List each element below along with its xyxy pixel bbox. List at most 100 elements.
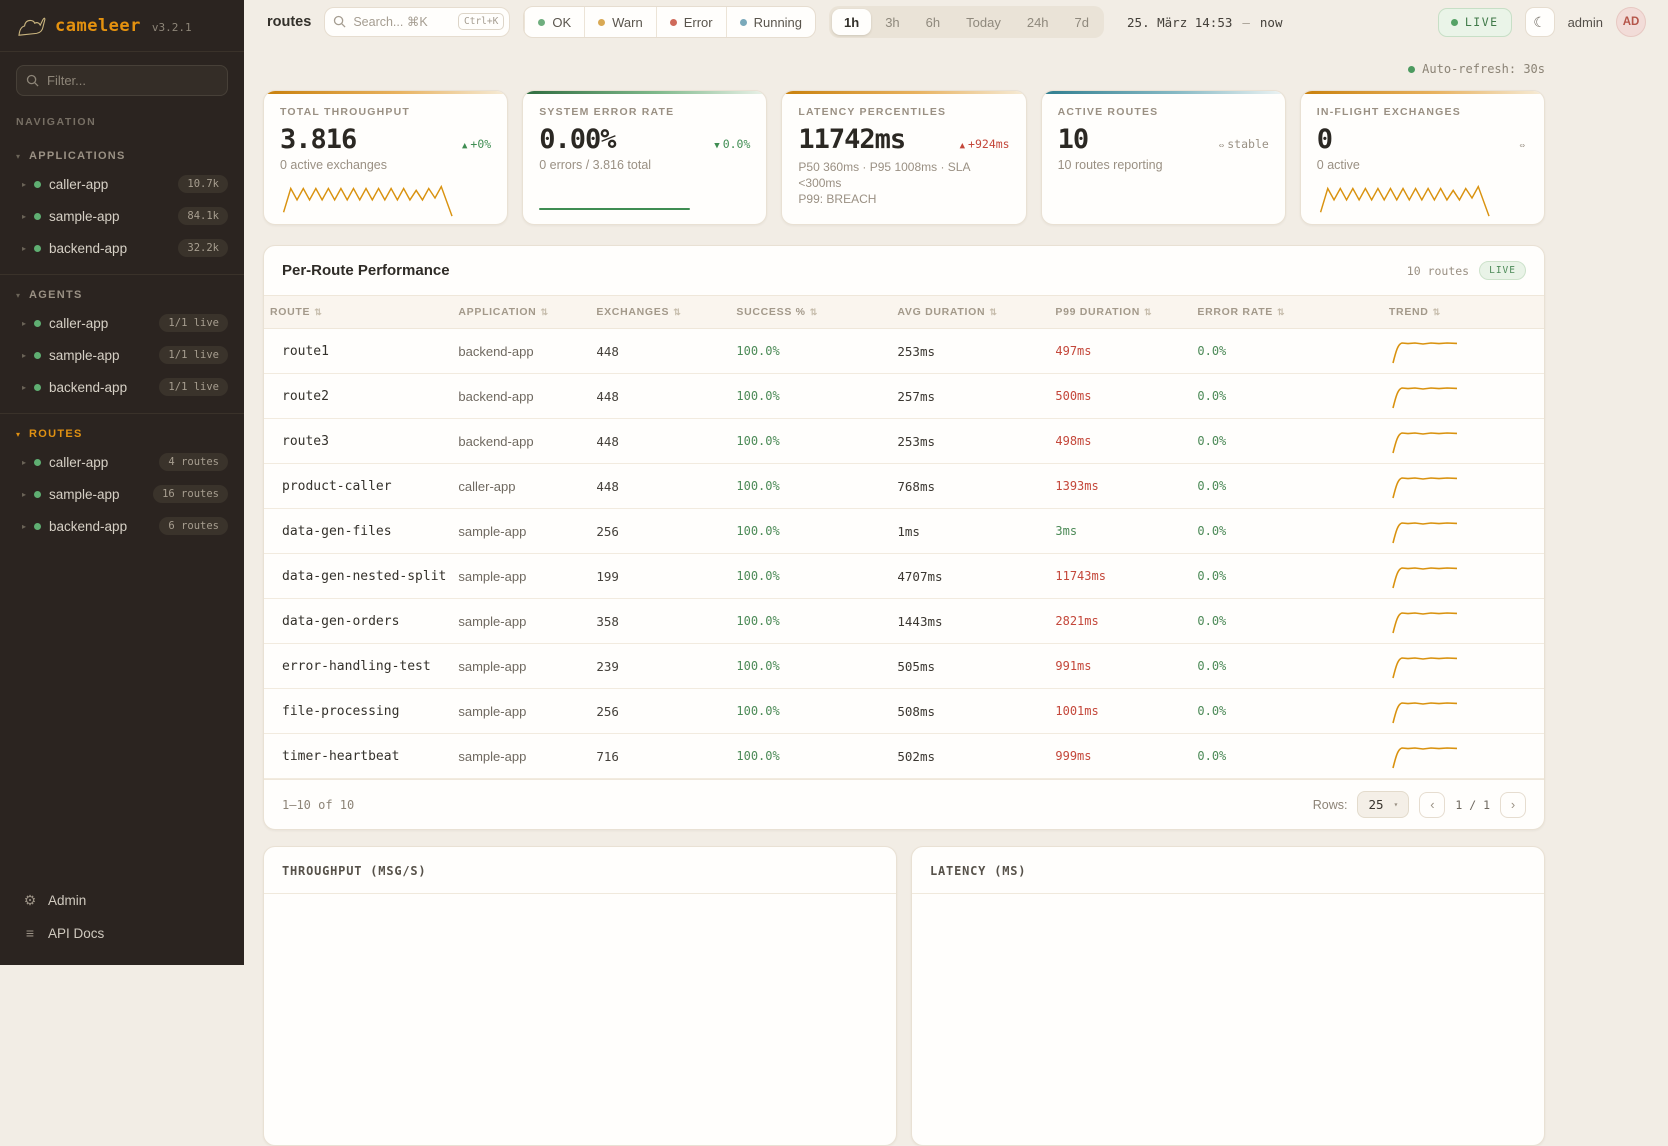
sidebar-item-route-group[interactable]: ▸ sample-app 16 routes: [0, 478, 244, 510]
sidebar-filter-input[interactable]: [16, 65, 228, 96]
cell-exchanges: 448: [596, 478, 619, 494]
table-row[interactable]: product-caller caller-app 448 100.0% 768…: [264, 464, 1544, 509]
app-version: v3.2.1: [151, 21, 192, 34]
sidebar-section-routes: ▾ ROUTES ▸ caller-app 4 routes ▸ sample-…: [0, 413, 244, 552]
sidebar-item-application[interactable]: ▸ backend-app 32.2k: [0, 232, 244, 264]
chevron-down-icon: ▾: [16, 151, 21, 161]
trend-sparkline: [1392, 477, 1457, 499]
cell-route: timer-heartbeat: [282, 748, 400, 764]
status-filter-chip[interactable]: Warn: [584, 7, 656, 37]
section-header-applications[interactable]: ▾ APPLICATIONS: [0, 144, 244, 168]
section-label: AGENTS: [29, 289, 83, 301]
table-row[interactable]: data-gen-nested-split sample-app 199 100…: [264, 554, 1544, 599]
table-row[interactable]: file-processing sample-app 256 100.0% 50…: [264, 689, 1544, 734]
time-range-button[interactable]: 24h: [1015, 9, 1061, 35]
search-icon: [334, 15, 346, 28]
cell-error-rate: 0.0%: [1197, 704, 1227, 718]
sidebar-item-application[interactable]: ▸ caller-app 10.7k: [0, 168, 244, 200]
sidebar-item-api-docs[interactable]: ≡ API Docs: [14, 917, 230, 949]
sparkline: [539, 208, 690, 210]
time-range-button[interactable]: 3h: [873, 9, 911, 35]
cell-avg-duration: 502ms: [897, 748, 936, 764]
sidebar-item-admin[interactable]: ⚙ Admin: [14, 884, 230, 917]
cell-avg-duration: 253ms: [897, 343, 936, 359]
table-row[interactable]: route2 backend-app 448 100.0% 257ms 500m…: [264, 374, 1544, 419]
cell-exchanges: 448: [596, 388, 619, 404]
chevron-right-icon: ▸: [22, 521, 27, 531]
cell-success: 100.0%: [736, 344, 780, 358]
cell-avg-duration: 257ms: [897, 388, 936, 404]
kpi-label: IN-FLIGHT EXCHANGES: [1316, 106, 1461, 118]
status-filter-chip[interactable]: Running: [725, 7, 815, 37]
cell-exchanges: 448: [596, 433, 619, 449]
cell-application: backend-app: [458, 433, 534, 449]
chevron-down-icon: ▾: [16, 290, 21, 300]
status-dot: [34, 383, 42, 391]
sort-icon: ⇅: [540, 307, 549, 317]
column-header[interactable]: AVG DURATION ⇅: [891, 295, 1050, 329]
percentile-summary: P50 360ms · P95 1008ms · SLA <300ms: [798, 160, 970, 191]
table-row[interactable]: error-handling-test sample-app 239 100.0…: [264, 644, 1544, 689]
sidebar-item-label: backend-app: [49, 518, 128, 534]
sidebar-item-agent[interactable]: ▸ backend-app 1/1 live: [0, 371, 244, 403]
card-accent-strip: [264, 91, 508, 94]
sort-icon: ⇅: [1277, 307, 1286, 317]
card-accent-strip: [782, 91, 1026, 94]
prev-page-button[interactable]: ‹: [1419, 791, 1446, 818]
sidebar-footer-label: API Docs: [48, 925, 105, 941]
pagination-range: 1–10 of 10: [282, 797, 355, 812]
auto-refresh-indicator: Auto-refresh: 30s: [263, 62, 1545, 76]
cell-p99-duration: 1001ms: [1055, 704, 1099, 718]
table-row[interactable]: data-gen-orders sample-app 358 100.0% 14…: [264, 599, 1544, 644]
live-toggle[interactable]: LIVE: [1437, 7, 1512, 37]
table-row[interactable]: timer-heartbeat sample-app 716 100.0% 50…: [264, 734, 1544, 779]
sidebar-item-agent[interactable]: ▸ sample-app 1/1 live: [0, 339, 244, 371]
column-header[interactable]: EXCHANGES ⇅: [590, 295, 731, 329]
column-header[interactable]: ROUTE ⇅: [264, 295, 453, 329]
cell-success: 100.0%: [736, 524, 780, 538]
sidebar-item-badge: 1/1 live: [159, 314, 228, 332]
cell-trend: [1383, 329, 1544, 374]
status-filter-chip[interactable]: OK: [524, 7, 584, 37]
kpi-subtext: 0 errors / 3.816 total: [539, 158, 652, 172]
table-row[interactable]: route3 backend-app 448 100.0% 253ms 498m…: [264, 419, 1544, 464]
kpi-subtext: P50 360ms · P95 1008ms · SLA <300ms P99:…: [798, 159, 1009, 208]
latency-chart-panel: LATENCY (MS): [911, 846, 1545, 1146]
username: admin: [1567, 14, 1603, 30]
avatar[interactable]: AD: [1616, 7, 1646, 37]
cell-error-rate: 0.0%: [1197, 659, 1227, 673]
time-range-button[interactable]: 7d: [1063, 9, 1101, 35]
sort-icon: ⇅: [1144, 307, 1153, 317]
cell-application: sample-app: [458, 523, 527, 539]
time-range-button[interactable]: 6h: [914, 9, 952, 35]
main-content: Auto-refresh: 30s TOTAL THROUGHPUT 3.816…: [244, 44, 1668, 1146]
sidebar-item-badge: 84.1k: [178, 207, 228, 225]
column-header[interactable]: APPLICATION ⇅: [452, 295, 591, 329]
cell-avg-duration: 253ms: [897, 433, 936, 449]
rows-per-page-select[interactable]: 25 ▾: [1357, 791, 1410, 818]
dark-mode-toggle[interactable]: ☾: [1524, 7, 1555, 37]
table-row[interactable]: route1 backend-app 448 100.0% 253ms 497m…: [264, 329, 1544, 374]
sidebar-item-agent[interactable]: ▸ caller-app 1/1 live: [0, 307, 244, 339]
status-filter-chip[interactable]: Error: [655, 7, 726, 37]
time-range-button[interactable]: Today: [954, 9, 1013, 35]
status-dot: [34, 319, 42, 327]
sidebar-item-label: caller-app: [49, 176, 109, 192]
section-label: APPLICATIONS: [29, 150, 126, 162]
column-header[interactable]: TREND ⇅: [1382, 295, 1544, 329]
table-row[interactable]: data-gen-files sample-app 256 100.0% 1ms…: [264, 509, 1544, 554]
column-header[interactable]: P99 DURATION ⇅: [1049, 295, 1192, 329]
sidebar-item-route-group[interactable]: ▸ caller-app 4 routes: [0, 446, 244, 478]
kpi-system-error-rate: SYSTEM ERROR RATE 0.00% ▼ 0.0% 0 errors /…: [522, 90, 768, 225]
column-header[interactable]: ERROR RATE ⇅: [1191, 295, 1383, 329]
section-header-routes[interactable]: ▾ ROUTES: [0, 422, 244, 446]
sidebar-item-route-group[interactable]: ▸ backend-app 6 routes: [0, 510, 244, 542]
section-header-agents[interactable]: ▾ AGENTS: [0, 283, 244, 307]
cell-exchanges: 199: [596, 568, 619, 584]
column-header[interactable]: SUCCESS % ⇅: [730, 295, 892, 329]
sidebar-item-application[interactable]: ▸ sample-app 84.1k: [0, 200, 244, 232]
next-page-button[interactable]: ›: [1500, 791, 1526, 818]
live-badge: LIVE: [1479, 261, 1526, 280]
cell-p99-duration: 1393ms: [1055, 479, 1099, 493]
time-range-button[interactable]: 1h: [832, 9, 872, 35]
